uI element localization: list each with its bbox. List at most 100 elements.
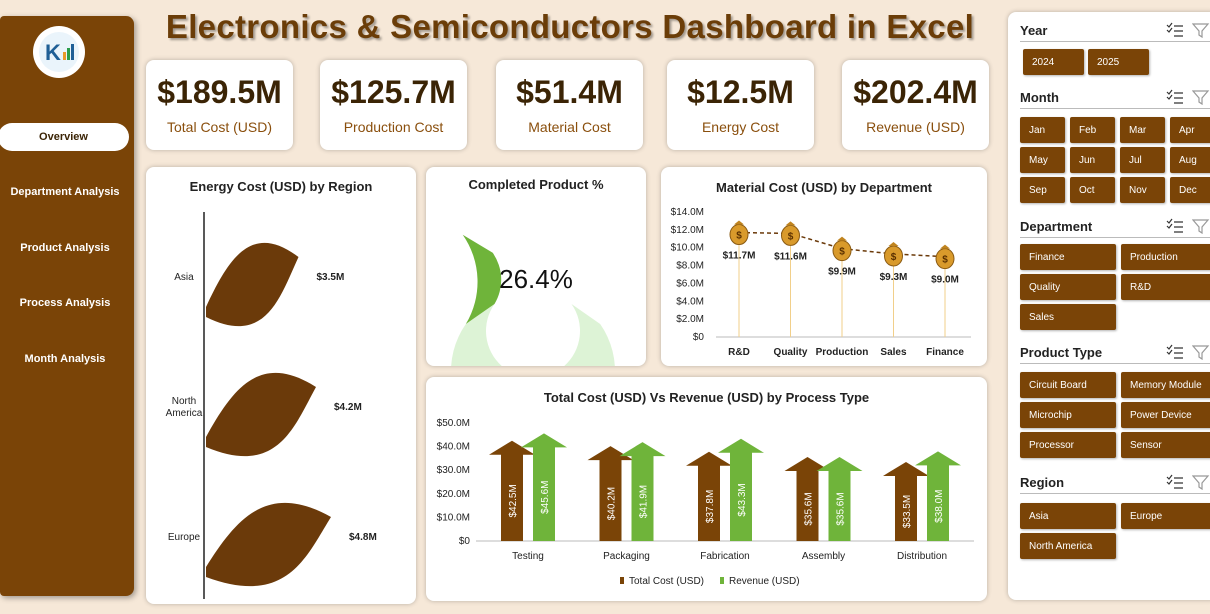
slicer-chip[interactable]: Aug bbox=[1170, 147, 1210, 173]
process-x-tick: Testing bbox=[512, 551, 544, 562]
dept-y-tick: $6.0M bbox=[676, 278, 704, 289]
dept-point-marker: $ bbox=[832, 236, 852, 262]
process-data-label: $38.0M bbox=[934, 489, 945, 522]
kpi-card-material-cost: $51.4M Material Cost bbox=[496, 60, 643, 150]
svg-text:K: K bbox=[45, 40, 61, 65]
process-x-tick: Fabrication bbox=[700, 551, 749, 562]
slicer-icons bbox=[1166, 474, 1210, 493]
slicer-chip[interactable]: Production bbox=[1121, 244, 1210, 270]
slicer-chip[interactable]: Apr bbox=[1170, 117, 1210, 143]
revenue-bar bbox=[521, 433, 567, 541]
slicer-chip[interactable]: Sales bbox=[1020, 304, 1116, 330]
slicer-title: Month bbox=[1020, 90, 1059, 105]
region-data-label: $4.8M bbox=[349, 532, 377, 543]
slicer-chip[interactable]: Jun bbox=[1070, 147, 1115, 173]
chart-title: Total Cost (USD) Vs Revenue (USD) by Pro… bbox=[543, 390, 870, 405]
slicer-chip[interactable]: Power Device bbox=[1121, 402, 1210, 428]
sidebar: K Overview Department Analysis Product A… bbox=[0, 16, 134, 596]
clear-filter-icon[interactable] bbox=[1191, 344, 1210, 363]
slicer-chip[interactable]: Asia bbox=[1020, 503, 1116, 529]
nav-department-analysis[interactable]: Department Analysis bbox=[10, 186, 120, 198]
dept-y-tick: $10.0M bbox=[671, 243, 704, 254]
money-bag-symbol: $ bbox=[891, 252, 897, 263]
slicer-chip[interactable]: 2024 bbox=[1023, 49, 1084, 75]
total-cost-bar bbox=[686, 451, 732, 541]
revenue-bar bbox=[816, 456, 863, 541]
money-bag-tie bbox=[940, 244, 950, 249]
kpi-value: $125.7M bbox=[331, 74, 456, 110]
slicer-chip[interactable]: Finance bbox=[1020, 244, 1116, 270]
slicer-chip[interactable]: Dec bbox=[1170, 177, 1210, 203]
multi-select-icon[interactable] bbox=[1166, 89, 1184, 108]
dept-y-tick: $4.0M bbox=[676, 296, 704, 307]
nav-overview[interactable]: Overview bbox=[0, 123, 129, 151]
dept-data-label: $11.7M bbox=[723, 251, 756, 262]
nav-month-analysis[interactable]: Month Analysis bbox=[24, 353, 106, 365]
kpi-value: $202.4M bbox=[853, 74, 978, 110]
process-x-tick: Packaging bbox=[603, 551, 650, 562]
slicer-chip[interactable]: Jan bbox=[1020, 117, 1065, 143]
slicer-chip[interactable]: Circuit Board bbox=[1020, 372, 1116, 398]
kpi-label: Production Cost bbox=[343, 119, 444, 135]
company-logo: K bbox=[33, 26, 85, 78]
multi-select-icon[interactable] bbox=[1166, 22, 1184, 41]
slicer-chip[interactable]: Mar bbox=[1120, 117, 1165, 143]
kpi-label: Revenue (USD) bbox=[866, 119, 965, 135]
dept-point-marker: $ bbox=[884, 241, 903, 267]
slicer-chip[interactable]: Nov bbox=[1120, 177, 1165, 203]
process-data-label: $40.2M bbox=[607, 487, 618, 520]
gauge-completed-arc bbox=[462, 234, 502, 325]
process-y-tick: $10.0M bbox=[437, 512, 470, 523]
region-category-label: Europe bbox=[168, 532, 201, 543]
slicer-chip[interactable]: Sep bbox=[1020, 177, 1065, 203]
kpi-label: Material Cost bbox=[528, 119, 611, 135]
slicer-chip[interactable]: 2025 bbox=[1088, 49, 1149, 75]
clear-filter-icon[interactable] bbox=[1191, 89, 1210, 108]
slicer-chip[interactable]: Jul bbox=[1120, 147, 1165, 173]
slicer-header: Region bbox=[1020, 472, 1210, 494]
slicer-chip[interactable]: R&D bbox=[1121, 274, 1210, 300]
slicer-chip[interactable]: Oct bbox=[1070, 177, 1115, 203]
slicer-panel: Year 2024 2025 Month Jan Feb Mar Apr May Jun Jul Au… bbox=[1008, 12, 1210, 600]
dept-y-tick: $12.0M bbox=[671, 225, 704, 236]
region-category-label: America bbox=[166, 408, 203, 419]
chart-completed-product: Completed Product % 26.4% bbox=[426, 167, 646, 366]
slicer-chip[interactable]: Sensor bbox=[1121, 432, 1210, 458]
slicer-chip[interactable]: Memory Module bbox=[1121, 372, 1210, 398]
slicer-chip[interactable]: Europe bbox=[1121, 503, 1210, 529]
slicer-chip[interactable]: Quality bbox=[1020, 274, 1116, 300]
chart-cost-vs-revenue: Total Cost (USD) Vs Revenue (USD) by Pro… bbox=[426, 377, 987, 601]
multi-select-icon[interactable] bbox=[1166, 474, 1184, 493]
money-bag-symbol: $ bbox=[839, 247, 845, 258]
total-cost-bar bbox=[587, 446, 634, 541]
dept-x-tick: Production bbox=[816, 347, 869, 358]
process-chart-svg: $50.0M $40.0M $30.0M $20.0M $10.0M $0 $42.5M $4… bbox=[437, 418, 974, 587]
slicer-chip[interactable]: North America bbox=[1020, 533, 1116, 559]
total-cost-bar bbox=[784, 456, 831, 541]
slicer-title: Department bbox=[1020, 219, 1093, 234]
clear-filter-icon[interactable] bbox=[1191, 474, 1210, 493]
slicer-chip[interactable]: May bbox=[1020, 147, 1065, 173]
slicer-chip[interactable]: Feb bbox=[1070, 117, 1115, 143]
legend-revenue-swatch bbox=[720, 577, 724, 584]
slicer-header: Department bbox=[1020, 216, 1210, 238]
clear-filter-icon[interactable] bbox=[1191, 22, 1210, 41]
multi-select-icon[interactable] bbox=[1166, 344, 1184, 363]
multi-select-icon[interactable] bbox=[1166, 218, 1184, 237]
slicer-chip[interactable]: Processor bbox=[1020, 432, 1116, 458]
dept-data-label: $11.6M bbox=[774, 251, 807, 262]
money-bag-symbol: $ bbox=[736, 231, 742, 242]
nav-process-analysis[interactable]: Process Analysis bbox=[19, 297, 111, 309]
nav-product-analysis[interactable]: Product Analysis bbox=[20, 242, 110, 254]
kpi-card-production-cost: $125.7M Production Cost bbox=[320, 60, 467, 150]
legend-total-cost-swatch bbox=[620, 577, 624, 584]
slicer-chip[interactable]: Microchip bbox=[1020, 402, 1116, 428]
dept-point-marker: $ bbox=[781, 221, 800, 246]
dept-y-tick: $8.0M bbox=[676, 261, 704, 272]
region-data-label: $3.5M bbox=[317, 272, 345, 283]
process-y-tick: $0 bbox=[459, 536, 471, 547]
slicer-title: Year bbox=[1020, 23, 1048, 38]
slicer-icons bbox=[1166, 89, 1210, 108]
clear-filter-icon[interactable] bbox=[1191, 218, 1210, 237]
money-bag-tie bbox=[785, 221, 796, 226]
